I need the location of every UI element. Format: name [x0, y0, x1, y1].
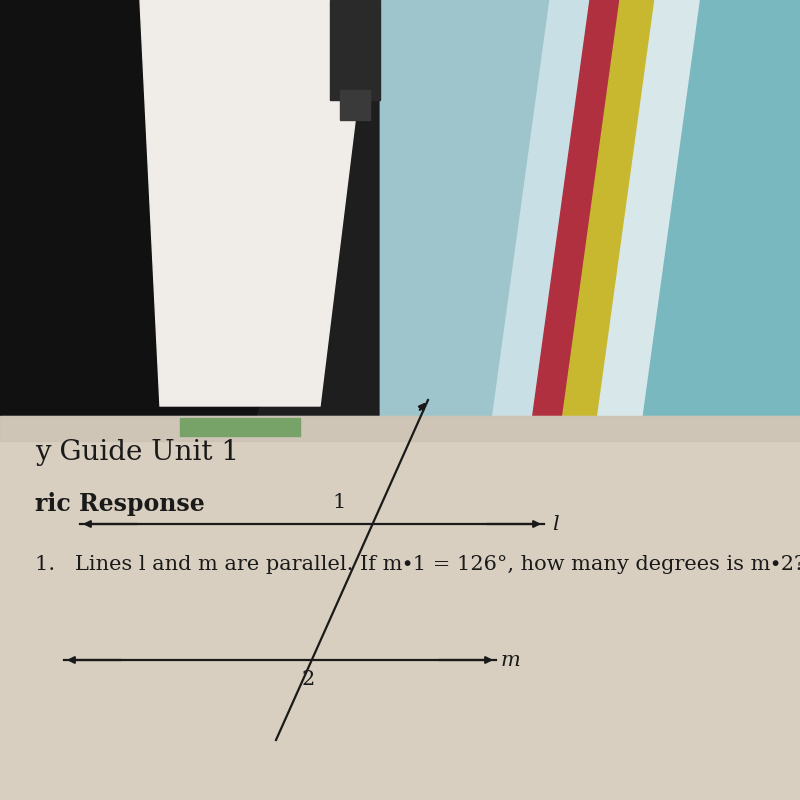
Bar [0, 416, 800, 441]
Bar [0, 416, 800, 800]
Text: 1.   Lines l and m are parallel. If m∙1 = 126°, how many degrees is m∙2?: 1. Lines l and m are parallel. If m∙1 = … [35, 555, 800, 574]
Text: ric Response: ric Response [35, 492, 205, 516]
Polygon shape [490, 0, 590, 436]
Bar [330, 0, 380, 100]
Bar [0, 0, 800, 436]
Polygon shape [530, 0, 620, 436]
Text: y Guide Unit 1: y Guide Unit 1 [35, 439, 239, 466]
Text: m: m [501, 650, 521, 670]
Polygon shape [140, 0, 370, 406]
Bar [0, 0, 470, 436]
Polygon shape [595, 0, 700, 436]
Bar [380, 0, 800, 436]
Text: l: l [552, 514, 558, 534]
Polygon shape [0, 0, 380, 436]
Polygon shape [560, 0, 655, 436]
Text: 1: 1 [333, 493, 346, 512]
Text: 2: 2 [302, 670, 315, 689]
Polygon shape [640, 0, 800, 436]
Bar [180, 418, 300, 436]
Bar [340, 90, 370, 120]
Polygon shape [380, 0, 800, 436]
